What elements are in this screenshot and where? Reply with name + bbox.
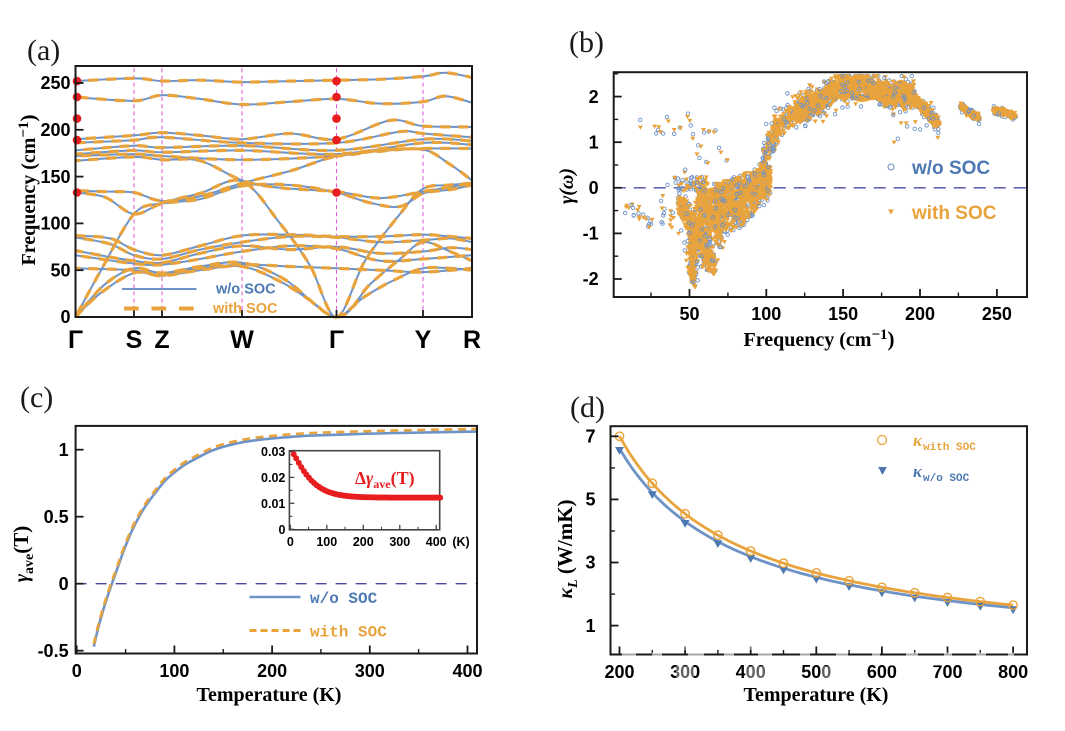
svg-text:-0.5: -0.5: [38, 641, 69, 661]
svg-text:2: 2: [589, 87, 599, 107]
svg-text:with SOC: with SOC: [923, 442, 976, 454]
svg-text:3: 3: [585, 553, 595, 573]
svg-text:Γ: Γ: [68, 326, 83, 354]
svg-text:with SOC: with SOC: [212, 301, 278, 317]
svg-text:50: 50: [50, 260, 70, 280]
svg-text:-2: -2: [583, 269, 599, 289]
svg-text:Temperature (K): Temperature (K): [744, 684, 889, 706]
svg-text:200: 200: [905, 304, 935, 324]
svg-text:100: 100: [40, 214, 70, 234]
svg-text:0.02: 0.02: [261, 471, 285, 485]
svg-text:1: 1: [585, 616, 595, 636]
svg-text:1: 1: [589, 132, 599, 152]
svg-text:7: 7: [585, 427, 595, 447]
svg-text:R: R: [463, 326, 481, 354]
svg-text:(K): (K): [452, 535, 469, 549]
svg-text:200: 200: [604, 662, 634, 682]
svg-text:100: 100: [316, 535, 337, 549]
svg-text:200: 200: [353, 535, 374, 549]
svg-text:0.03: 0.03: [261, 445, 285, 459]
svg-text:150: 150: [40, 167, 70, 187]
svg-text:150: 150: [828, 304, 858, 324]
svg-text:Δγave(T): Δγave(T): [355, 468, 415, 491]
svg-text:250: 250: [40, 73, 70, 93]
svg-text:100: 100: [751, 304, 781, 324]
svg-text:(a): (a): [27, 34, 60, 67]
svg-text:0: 0: [59, 574, 69, 594]
svg-text:W: W: [230, 326, 254, 354]
svg-text:300: 300: [389, 535, 410, 549]
svg-text:0.5: 0.5: [44, 507, 69, 527]
svg-text:400: 400: [736, 662, 766, 682]
svg-text:0: 0: [287, 535, 294, 549]
svg-text:250: 250: [982, 304, 1012, 324]
svg-text:1: 1: [59, 440, 69, 460]
svg-text:(c): (c): [20, 381, 53, 414]
svg-text:Y: Y: [415, 326, 432, 354]
svg-text:γ(ω): γ(ω): [556, 168, 578, 204]
svg-text:200: 200: [257, 661, 287, 681]
svg-text:w/o SOC: w/o SOC: [215, 282, 276, 298]
svg-text:Γ: Γ: [329, 326, 344, 354]
svg-text:800: 800: [998, 662, 1028, 682]
svg-text:w/o SOC: w/o SOC: [310, 590, 378, 608]
svg-text:400: 400: [452, 661, 482, 681]
svg-text:100: 100: [159, 661, 189, 681]
svg-text:w/o SOC: w/o SOC: [923, 473, 970, 485]
svg-text:600: 600: [867, 662, 897, 682]
svg-text:0.01: 0.01: [261, 497, 285, 511]
svg-text:400: 400: [426, 535, 447, 549]
svg-text:(d): (d): [570, 391, 605, 424]
svg-text:w/o SOC: w/o SOC: [911, 158, 990, 179]
svg-text:with SOC: with SOC: [911, 203, 997, 224]
svg-text:κ: κ: [913, 431, 923, 450]
svg-text:S: S: [126, 326, 143, 354]
svg-text:(b): (b): [569, 26, 604, 59]
svg-text:700: 700: [932, 662, 962, 682]
svg-text:300: 300: [355, 661, 385, 681]
svg-text:0: 0: [278, 523, 285, 537]
svg-text:0: 0: [72, 661, 82, 681]
svg-text:Temperature (K): Temperature (K): [197, 684, 342, 706]
svg-text:Frequency (cm−1): Frequency (cm−1): [16, 115, 40, 266]
svg-text:300: 300: [670, 662, 700, 682]
svg-text:-1: -1: [583, 224, 599, 244]
svg-text:Z: Z: [154, 326, 169, 354]
svg-text:κ: κ: [913, 462, 923, 481]
svg-text:200: 200: [40, 120, 70, 140]
svg-text:500: 500: [801, 662, 831, 682]
svg-text:with SOC: with SOC: [310, 624, 387, 642]
svg-text:50: 50: [679, 304, 699, 324]
svg-text:γave(T): γave(T): [9, 526, 37, 583]
svg-text:0: 0: [60, 307, 70, 327]
svg-text:κL (W/mK): κL (W/mK): [553, 499, 581, 598]
svg-text:0: 0: [589, 178, 599, 198]
svg-text:5: 5: [585, 490, 595, 510]
svg-text:Frequency (cm−1): Frequency (cm−1): [744, 327, 895, 351]
